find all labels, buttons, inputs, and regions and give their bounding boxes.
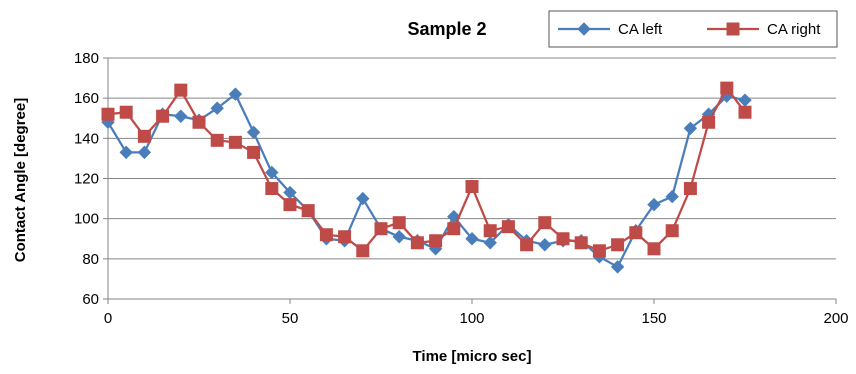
x-axis-title: Time [micro sec] xyxy=(413,348,532,365)
data-point xyxy=(574,236,588,250)
data-point xyxy=(174,83,188,97)
data-point xyxy=(228,87,243,101)
series-layer xyxy=(101,81,752,274)
legend: CA left CA right xyxy=(548,10,838,48)
series-ca-right xyxy=(101,81,752,258)
data-point xyxy=(392,216,406,230)
legend-item: CA left xyxy=(558,21,663,38)
data-point xyxy=(319,228,333,242)
x-tick-labels: 0 50 100 150 200 xyxy=(104,310,849,327)
y-tick-label: 160 xyxy=(74,90,99,107)
legend-label: CA right xyxy=(767,21,821,38)
data-point xyxy=(647,242,661,256)
data-point xyxy=(702,115,716,129)
data-point xyxy=(665,189,679,204)
data-point xyxy=(392,230,406,244)
x-tick-label: 150 xyxy=(641,310,666,327)
data-point xyxy=(192,115,206,129)
data-point xyxy=(410,236,424,250)
data-point xyxy=(683,121,698,135)
data-point xyxy=(483,236,497,250)
legend-marker xyxy=(726,22,740,36)
gridlines xyxy=(103,57,837,304)
data-point xyxy=(610,260,625,274)
legend-item: CA right xyxy=(707,21,821,38)
data-point xyxy=(156,109,170,123)
x-tick-label: 200 xyxy=(823,310,848,327)
data-point xyxy=(520,238,534,252)
data-point xyxy=(247,145,261,159)
data-point xyxy=(465,232,479,246)
data-point xyxy=(265,182,279,196)
data-point xyxy=(592,244,606,258)
data-point xyxy=(119,145,133,160)
chart-title: Sample 2 xyxy=(407,19,486,39)
y-axis-title: Contact Angle [degree] xyxy=(12,98,29,262)
axes xyxy=(107,58,836,300)
data-point xyxy=(137,145,152,160)
data-point xyxy=(629,226,643,240)
data-point xyxy=(101,107,115,121)
data-point xyxy=(265,165,279,180)
data-point xyxy=(483,224,497,238)
data-point xyxy=(665,224,679,238)
data-point xyxy=(356,191,370,206)
data-point xyxy=(501,220,515,234)
data-point xyxy=(556,232,570,246)
data-point xyxy=(720,81,734,95)
legend-label: CA left xyxy=(618,21,663,38)
data-point xyxy=(246,125,261,140)
legend-marker xyxy=(577,22,591,36)
data-point xyxy=(338,230,352,244)
y-tick-label: 100 xyxy=(74,211,99,228)
data-point xyxy=(283,198,297,212)
data-point xyxy=(374,222,388,236)
data-point xyxy=(738,105,752,119)
y-tick-label: 120 xyxy=(74,171,99,188)
x-tick-label: 100 xyxy=(459,310,484,327)
y-tick-label: 180 xyxy=(74,50,99,67)
y-tick-label: 140 xyxy=(74,130,99,147)
data-point xyxy=(356,244,370,258)
x-tick-label: 50 xyxy=(282,310,299,327)
data-point xyxy=(301,204,315,218)
y-tick-label: 80 xyxy=(82,251,99,268)
x-tick-label: 0 xyxy=(104,310,112,327)
data-point xyxy=(683,182,697,196)
data-point xyxy=(538,216,552,230)
data-point xyxy=(210,101,224,115)
data-point xyxy=(611,238,625,252)
data-point xyxy=(647,197,661,212)
data-point xyxy=(228,135,242,149)
y-tick-label: 60 xyxy=(82,291,99,308)
data-point xyxy=(174,109,188,123)
y-tick-labels: 60 80 100 120 140 160 180 xyxy=(74,50,99,308)
data-point xyxy=(429,234,443,248)
data-point xyxy=(538,238,552,252)
data-point xyxy=(119,105,133,119)
data-point xyxy=(137,129,151,143)
data-point xyxy=(210,133,224,147)
data-point xyxy=(465,180,479,194)
data-point xyxy=(447,222,461,236)
